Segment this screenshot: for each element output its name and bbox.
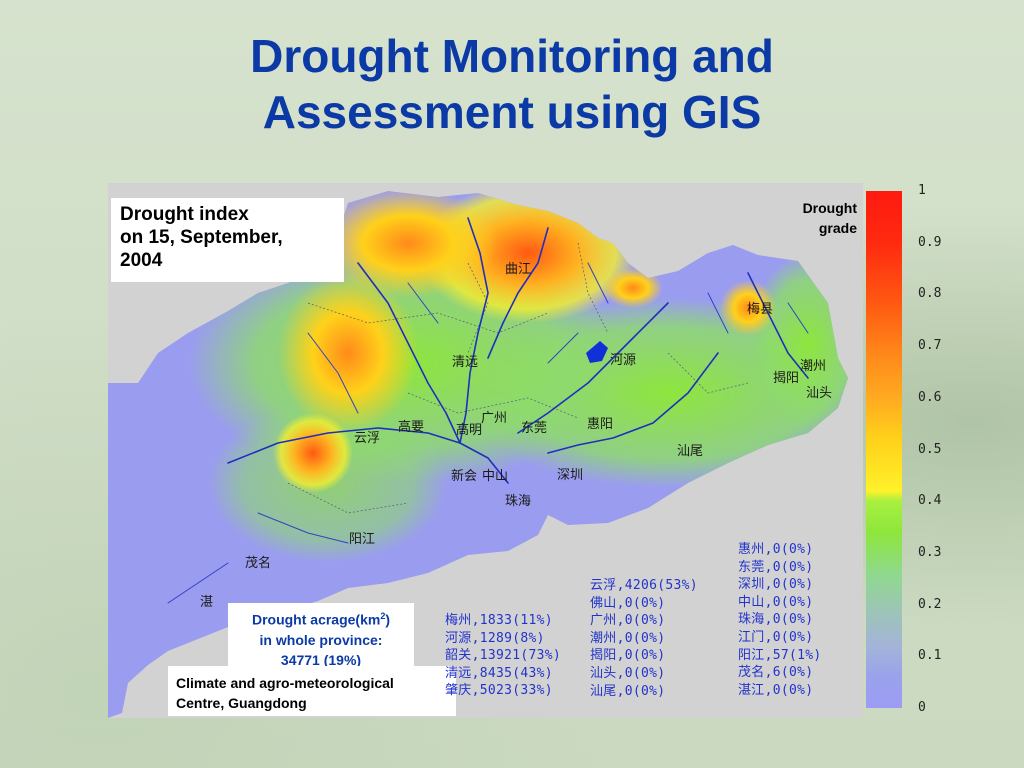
legend-tick-label: 0.9 (918, 234, 942, 250)
stat-entry: 汕尾,0(0%) (590, 683, 666, 699)
stat-entry: 湛江,0(0%) (738, 682, 814, 698)
legend-tick-label: 0.5 (918, 441, 942, 457)
city-label-xinhui: 新会 (451, 469, 478, 484)
city-label-heyuan: 河源 (610, 353, 637, 368)
stat-entry: 东莞,0(0%) (738, 559, 814, 575)
legend-tick-label: 1 (918, 183, 926, 198)
legend-title-line-2: grade (818, 220, 857, 236)
title-line-2: Assessment using GIS (262, 86, 762, 138)
rivers (167, 217, 809, 604)
city-label-gaoyao: 高要 (398, 420, 425, 435)
slide-title: Drought Monitoring and Assessment using … (0, 28, 1024, 140)
stat-entry: 汕头,0(0%) (590, 665, 666, 681)
city-label-maoming: 茂名 (245, 556, 272, 571)
drought-grade-colorbar (866, 191, 902, 708)
city-label-dongguan: 东莞 (521, 421, 548, 436)
city-label-gaoming: 高明 (456, 423, 483, 438)
stat-entry: 潮州,0(0%) (590, 630, 666, 646)
credit-line-2: Centre, Guangdong (176, 695, 307, 711)
legend-tick-label: 0 (918, 700, 926, 715)
city-label-shenzhen: 深圳 (557, 468, 584, 483)
stat-entry: 揭阳,0(0%) (590, 648, 666, 664)
city-label-qingyuan: 清远 (452, 355, 479, 370)
stat-entry: 广州,0(0%) (590, 613, 666, 629)
stat-entry: 云浮,4206(53%) (590, 578, 698, 593)
legend-title: Drought grade (770, 198, 857, 238)
acrage-line-1: Drought acrage(km2) (228, 606, 414, 630)
stat-entry: 肇庆,5023(33%) (445, 683, 553, 699)
city-label-zhuhai: 珠海 (505, 494, 532, 509)
stat-entry: 珠海,0(0%) (738, 612, 814, 628)
stat-entry: 梅州,1833(11%) (445, 613, 553, 628)
city-label-chaozhou: 潮州 (800, 359, 827, 374)
legend-tick-label: 0.1 (918, 648, 942, 664)
legend-tick-label: 0.6 (918, 389, 942, 405)
city-label-guangzhou: 广州 (481, 411, 508, 426)
stats-column-1: 梅州,1833(11%) 河源,1289(8%) 韶关,13921(73%) 清… (445, 612, 561, 700)
title-line-1: Drought Monitoring and (250, 30, 774, 82)
city-label-jieyang: 揭阳 (773, 371, 800, 386)
legend-tick-label: 0.4 (918, 493, 942, 509)
drought-acrage-box: Drought acrage(km2) in whole province: 3… (228, 603, 414, 668)
stats-column-2: 云浮,4206(53%) 佛山,0(0%) 广州,0(0%) 潮州,0(0%) … (590, 577, 698, 700)
stat-entry: 茂名,6(0%) (738, 665, 814, 681)
city-label-shanwei: 汕尾 (677, 444, 704, 459)
stat-entry: 河源,1289(8%) (445, 630, 545, 646)
legend-tick-label: 0.7 (918, 338, 942, 354)
city-label-zhanjiang: 湛 (200, 595, 214, 610)
admin-boundaries (287, 242, 749, 514)
index-title-line-2: on 15, September, (120, 227, 283, 248)
legend-title-line-1: Drought (802, 200, 857, 216)
stat-entry: 中山,0(0%) (738, 594, 814, 610)
stat-entry: 惠州,0(0%) (738, 542, 814, 557)
acrage-value: 34771 (19%) (280, 651, 362, 668)
credit-line-1: Climate and agro-meteorological (176, 675, 394, 691)
city-label-zhongshan: 中山 (482, 469, 509, 484)
stat-entry: 佛山,0(0%) (590, 595, 666, 611)
city-label-yangjiang: 阳江 (349, 532, 376, 547)
drought-map (108, 183, 863, 718)
acrage-label-end: ) (385, 611, 391, 628)
legend-tick-label: 0.3 (918, 544, 942, 560)
city-label-huiyang: 惠阳 (587, 417, 614, 432)
acrage-label: Drought acrage(km (251, 611, 381, 628)
stat-entry: 深圳,0(0%) (738, 577, 814, 593)
lake (586, 341, 608, 363)
city-label-shaoguan: 曲江 (505, 262, 532, 277)
legend-tick-label: 0.8 (918, 286, 942, 302)
drought-index-title: Drought index on 15, September, 2004 (111, 198, 344, 282)
stat-entry: 阳江,57(1%) (738, 647, 822, 663)
city-label-shantou: 汕头 (806, 386, 833, 401)
credit-box: Climate and agro-meteorological Centre, … (168, 666, 456, 716)
acrage-line-2: in whole province: (259, 631, 383, 648)
index-title-line-1: Drought index (120, 204, 249, 225)
stat-entry: 清远,8435(43%) (445, 665, 553, 681)
acrage-superscript: 2 (380, 611, 386, 621)
stat-entry: 韶关,13921(73%) (445, 648, 561, 664)
legend-tick-label: 0.2 (918, 596, 942, 612)
index-title-line-3: 2004 (120, 250, 163, 271)
city-label-meixian: 梅县 (747, 302, 774, 317)
city-label-yunfu: 云浮 (354, 431, 381, 446)
stat-entry: 江门,0(0%) (738, 629, 814, 645)
stats-column-3: 惠州,0(0%) 东莞,0(0%) 深圳,0(0%) 中山,0(0%) 珠海,0… (738, 541, 822, 699)
